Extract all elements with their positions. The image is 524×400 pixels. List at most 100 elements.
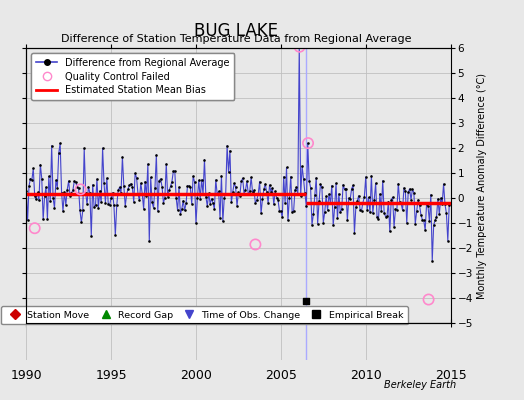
Point (234, 189, 243, 196)
Point (321, 209, 329, 215)
Point (313, 220, 322, 227)
Text: Difference of Station Temperature Data from Regional Average: Difference of Station Temperature Data f… (61, 34, 411, 44)
Point (243, 178, 251, 184)
Point (60, 189, 69, 196)
Point (206, 200, 214, 207)
Point (432, 214, 441, 220)
Point (42, 184, 50, 190)
Point (261, 181, 269, 187)
Point (108, 190, 117, 196)
Point (345, 195, 353, 201)
Point (169, 168, 178, 175)
Point (224, 169, 233, 176)
Point (204, 190, 213, 196)
Point (400, 185, 408, 191)
Point (198, 176, 206, 183)
Point (77, 219, 85, 226)
Point (298, 163, 306, 169)
Point (66, 193, 74, 200)
Point (299, 176, 308, 182)
Point (271, 188, 279, 194)
Point (394, 180, 402, 187)
Point (59, 208, 67, 214)
Point (296, 44, 304, 50)
Point (121, 203, 129, 209)
Point (417, 211, 425, 218)
Point (305, 177, 313, 184)
Point (144, 161, 152, 167)
Point (199, 191, 207, 197)
Point (438, 201, 446, 208)
Point (336, 209, 344, 216)
Point (186, 184, 194, 191)
Point (302, 203, 311, 210)
Point (152, 152, 160, 158)
Point (318, 184, 326, 190)
Point (149, 205, 158, 211)
Point (46, 198, 54, 204)
Point (133, 174, 141, 181)
Point (69, 187, 77, 194)
Point (322, 193, 330, 200)
Point (230, 180, 238, 187)
Point (352, 204, 360, 210)
Point (25, 183, 33, 189)
Point (282, 164, 291, 171)
Point (52, 177, 60, 184)
Point (376, 191, 384, 197)
Point (295, 42, 303, 49)
Point (258, 196, 267, 202)
Point (302, 298, 311, 304)
Point (301, 190, 309, 196)
Point (297, 193, 305, 200)
Point (255, 178, 264, 185)
Point (168, 178, 176, 185)
Point (196, 196, 204, 202)
Point (274, 197, 282, 203)
Point (45, 173, 53, 180)
Point (73, 183, 81, 190)
Point (372, 180, 380, 186)
Point (278, 214, 287, 220)
Point (289, 208, 298, 214)
Point (337, 206, 346, 212)
Point (39, 216, 47, 223)
Point (240, 191, 248, 197)
Point (412, 208, 421, 214)
Point (401, 188, 410, 194)
Point (416, 202, 424, 208)
Point (77, 186, 85, 193)
Point (117, 190, 125, 196)
Point (134, 190, 142, 197)
Point (40, 193, 49, 200)
Point (220, 194, 228, 201)
Point (115, 184, 124, 190)
Point (227, 199, 235, 206)
Point (24, 217, 32, 223)
Point (343, 217, 352, 224)
Point (308, 222, 316, 228)
Point (93, 176, 101, 182)
Point (110, 202, 118, 208)
Point (244, 191, 253, 198)
Point (79, 207, 87, 214)
Point (124, 186, 132, 192)
Point (362, 174, 370, 180)
Point (263, 189, 271, 195)
Point (353, 198, 362, 204)
Point (125, 182, 134, 188)
Point (269, 201, 278, 208)
Point (170, 168, 179, 174)
Point (155, 177, 163, 184)
Point (407, 196, 415, 203)
Point (420, 217, 428, 224)
Point (26, 176, 35, 182)
Point (281, 200, 289, 206)
Point (307, 184, 315, 191)
Point (28, 177, 36, 183)
Point (445, 202, 453, 208)
Point (272, 194, 281, 201)
Point (339, 182, 347, 188)
Point (257, 210, 265, 216)
Point (439, 181, 447, 187)
